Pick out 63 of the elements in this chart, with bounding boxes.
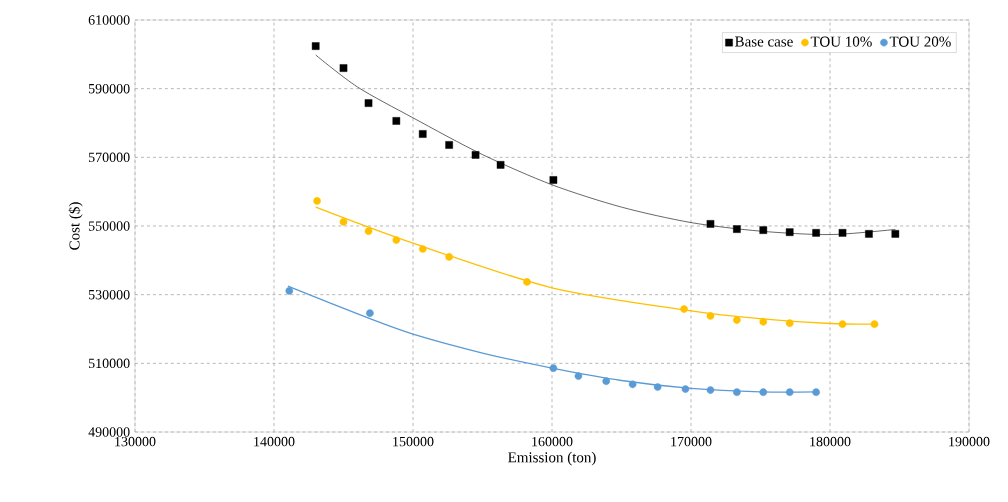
point	[681, 385, 690, 393]
x-tick-label: 130000	[115, 436, 156, 447]
x-axis-title: Emission (ton)	[508, 451, 596, 466]
point	[759, 226, 768, 234]
point	[865, 230, 873, 238]
point	[785, 228, 794, 236]
point	[392, 236, 401, 244]
point	[680, 305, 688, 313]
y-tick-label: 610000	[88, 15, 130, 25]
y-tick-label: 490000	[88, 427, 130, 437]
point	[523, 278, 531, 286]
y-tick-label: 590000	[88, 83, 130, 94]
point	[653, 383, 662, 391]
legend-label: Base case	[735, 36, 793, 47]
point	[311, 42, 320, 50]
y-tick-label: 550000	[88, 221, 130, 231]
point	[364, 227, 373, 235]
point	[706, 220, 715, 228]
point	[785, 388, 794, 396]
point	[812, 388, 820, 396]
y-tick-label: 530000	[88, 289, 130, 300]
point	[364, 99, 373, 107]
point	[628, 380, 637, 389]
point	[759, 317, 768, 326]
y-tick-label: 510000	[88, 358, 130, 369]
point	[870, 320, 879, 328]
x-tick-label: 170000	[671, 436, 712, 447]
point	[706, 386, 715, 394]
point	[891, 230, 900, 238]
point	[706, 312, 715, 320]
point	[759, 388, 768, 396]
point	[812, 229, 820, 237]
point	[445, 141, 453, 149]
point	[366, 309, 374, 317]
point	[733, 388, 741, 396]
point	[285, 287, 294, 295]
x-tick-label: 160000	[532, 436, 573, 447]
point	[392, 117, 401, 125]
x-tick-label: 150000	[393, 436, 434, 447]
point	[418, 245, 427, 253]
point	[418, 130, 427, 138]
point	[733, 225, 741, 233]
y-tick-label: 570000	[88, 152, 130, 163]
point	[339, 218, 348, 226]
point	[549, 364, 558, 372]
legend-label: TOU 20%	[889, 36, 951, 47]
point	[838, 320, 847, 328]
point	[602, 377, 611, 385]
point	[445, 253, 453, 261]
point	[549, 176, 558, 184]
x-tick-label: 140000	[254, 436, 295, 447]
point	[574, 372, 583, 380]
point	[471, 151, 480, 159]
y-axis-title: Cost ($)	[68, 202, 83, 250]
point	[733, 316, 741, 324]
x-tick-label: 190000	[949, 436, 990, 447]
point	[838, 229, 847, 237]
point	[496, 161, 505, 169]
point	[339, 64, 348, 72]
point	[313, 197, 321, 205]
x-tick-label: 180000	[810, 436, 851, 447]
legend-label: TOU 10%	[810, 36, 872, 47]
point	[785, 319, 794, 327]
